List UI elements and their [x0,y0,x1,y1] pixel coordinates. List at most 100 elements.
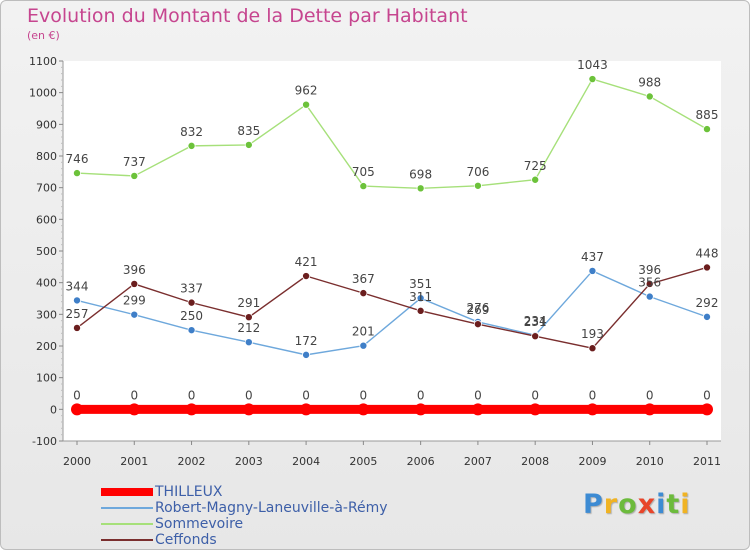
legend-label: Robert-Magny-Laneuville-à-Rémy [155,500,388,516]
chart-title: Evolution du Montant de la Dette par Hab… [27,5,468,27]
x-tick-label: 2010 [636,455,664,468]
data-point [130,310,139,319]
data-point [531,175,540,184]
data-point [701,403,713,416]
x-tick-label: 2004 [292,455,320,468]
chart-subtitle: (en €) [27,29,60,42]
chart-legend: THILLEUX Robert-Magny-Laneuville-à-Rémy So… [101,484,388,548]
y-tick-label: 100 [36,372,57,385]
data-point [473,181,482,190]
data-label: 201 [352,325,375,339]
x-tick-label: 2000 [63,455,91,468]
data-point [416,294,425,303]
legend-swatch [101,523,153,525]
legend-swatch [101,507,153,509]
data-label: 292 [696,296,719,310]
data-label: 269 [466,303,489,317]
legend-swatch [101,539,153,541]
data-point [302,100,311,109]
legend-label: Sommevoire [155,516,244,532]
x-tick-label: 2003 [235,455,263,468]
data-point [703,125,712,134]
data-point [302,350,311,359]
x-tick-label: 2005 [349,455,377,468]
data-label: 835 [237,124,260,138]
data-label: 1043 [577,58,608,72]
legend-swatch [101,488,153,496]
data-label: 356 [638,276,661,290]
series-line-1 [76,270,708,356]
data-point [244,313,253,322]
data-label: 962 [295,84,318,98]
data-label: 437 [581,250,604,264]
data-point [359,182,368,191]
data-label: 737 [123,155,146,169]
data-point [73,323,82,332]
data-point [359,289,368,298]
y-tick-label: 1100 [29,55,57,68]
data-label: 725 [524,159,547,173]
series-line-2 [76,78,708,190]
data-label: 367 [352,272,375,286]
data-label: 0 [188,388,196,402]
data-point [588,344,597,353]
data-label: 337 [180,282,203,296]
data-point [242,403,255,416]
data-label: 299 [123,294,146,308]
data-point [300,403,313,416]
data-point [130,279,139,288]
legend-label: Ceffonds [155,532,217,548]
data-label: 231 [524,315,547,329]
data-point [73,169,82,178]
data-label: 0 [474,388,482,402]
data-point [357,403,370,416]
data-label: 988 [638,75,661,89]
legend-item: Ceffonds [101,532,388,548]
y-tick-label: 900 [36,118,57,131]
data-label: 311 [409,290,432,304]
legend-label: THILLEUX [155,484,223,500]
y-tick-label: 600 [36,213,57,226]
data-label: 0 [73,388,81,402]
data-point [643,403,656,416]
x-tick-label: 2001 [120,455,148,468]
data-label: 276 [466,301,489,315]
data-label: 193 [581,327,604,341]
data-label: 0 [589,388,597,402]
y-tick-label: 700 [36,182,57,195]
data-label: 212 [237,321,260,335]
series-line-3 [76,266,708,349]
data-point [244,338,253,347]
plot-area [63,61,721,441]
data-label: 396 [123,263,146,277]
data-point [645,292,654,301]
data-point [359,341,368,350]
data-point [473,320,482,329]
data-point [703,263,712,272]
data-label: 0 [130,388,138,402]
data-label: 351 [409,277,432,291]
legend-item: THILLEUX [101,484,388,500]
data-label: 832 [180,125,203,139]
data-label: 0 [417,388,425,402]
y-tick-label: 500 [36,245,57,258]
y-tick-label: 0 [50,403,57,416]
data-label: 705 [352,165,375,179]
data-point [586,403,599,416]
data-label: 448 [696,246,719,260]
data-label: 396 [638,263,661,277]
data-label: 250 [180,309,203,323]
data-point [416,306,425,315]
data-label: 257 [66,307,89,321]
data-label: 234 [524,314,547,328]
data-point [187,141,196,150]
data-point [187,326,196,335]
data-point [130,171,139,180]
data-point [529,403,542,416]
y-tick-label: 400 [36,277,57,290]
data-point [588,266,597,275]
data-label: 0 [703,388,711,402]
data-point [185,403,198,416]
x-tick-label: 2009 [578,455,606,468]
data-point [128,403,141,416]
